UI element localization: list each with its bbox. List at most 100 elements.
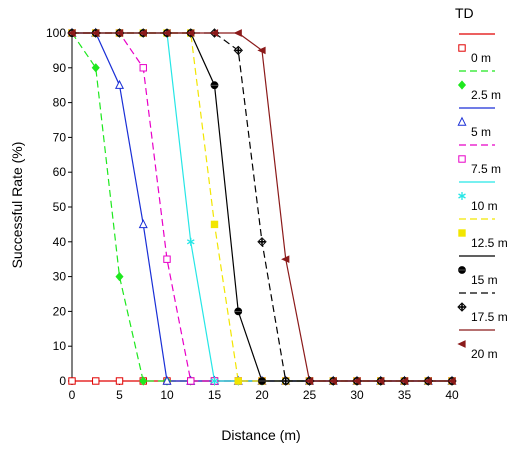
legend-label: 20 m xyxy=(471,347,498,361)
legend-label: 7.5 m xyxy=(471,162,501,176)
x-tick-label: 30 xyxy=(350,388,364,402)
y-tick-label: 0 xyxy=(59,374,66,388)
legend-label: 5 m xyxy=(471,125,491,139)
y-tick-label: 60 xyxy=(53,165,67,179)
asterisk-stroke xyxy=(458,193,466,199)
series-line-7-5-m xyxy=(72,32,452,382)
legend-item-12-5-m: 12.5 m xyxy=(458,218,508,250)
series-line-15-m xyxy=(72,32,452,382)
legend-item-7-5-m: 7.5 m xyxy=(458,144,501,176)
data-point-20-m xyxy=(67,29,76,37)
legend-swatch-marker xyxy=(457,340,466,348)
asterisk-stroke xyxy=(186,239,195,245)
legend-label: 12.5 m xyxy=(471,236,508,250)
data-point-10-m xyxy=(186,237,195,246)
data-point-15-m xyxy=(258,377,266,385)
y-tick-label: 30 xyxy=(53,270,67,284)
series-lines xyxy=(71,32,452,382)
y-tick-label: 80 xyxy=(53,96,67,110)
data-point-20-m xyxy=(423,377,432,385)
x-tick-label: 20 xyxy=(255,388,269,402)
legend-item-15-m: 15 m xyxy=(458,255,498,287)
data-point-20-m xyxy=(328,377,337,385)
x-tick-label: 5 xyxy=(116,388,123,402)
series-line-20-m xyxy=(72,32,452,382)
axes xyxy=(68,32,453,385)
legend-label: 2.5 m xyxy=(471,88,501,102)
legend-swatch-marker xyxy=(458,266,466,274)
x-tick-label: 15 xyxy=(208,388,222,402)
y-tick-label: 70 xyxy=(53,130,67,144)
series-line-5-m xyxy=(72,32,452,382)
data-point-20-m xyxy=(162,29,171,37)
data-point-2-5-m xyxy=(115,271,124,282)
legend: TD 0 m 2.5 m 5 m 7.5 m 10 m 12.5 m 15 m 17.5 m 2… xyxy=(455,5,508,361)
data-point-20-m xyxy=(352,377,361,385)
legend-label: 17.5 m xyxy=(471,310,508,324)
tick-labels: 0 10 20 30 40 50 60 70 80 90 100 0 5 10 15 20 25 30 35 40 xyxy=(46,26,459,402)
y-tick-label: 10 xyxy=(53,339,67,353)
data-point-2-5-m xyxy=(91,63,100,73)
series-markers xyxy=(67,27,457,386)
y-tick-label: 40 xyxy=(53,235,67,249)
series-line-10-m xyxy=(72,32,452,382)
legend-swatch-marker xyxy=(457,302,467,312)
data-point-20-m xyxy=(209,29,219,37)
data-point-0-m xyxy=(115,377,124,385)
data-point-5-m xyxy=(162,375,172,385)
series-line-12-5-m xyxy=(72,32,452,382)
data-point-20-m xyxy=(114,29,124,37)
data-point-0-m xyxy=(68,377,76,385)
legend-swatch-marker xyxy=(457,116,467,126)
data-point-7-5-m xyxy=(163,255,171,263)
x-axis-label: Distance (m) xyxy=(221,427,300,443)
legend-title: TD xyxy=(455,5,474,21)
legend-item-2-5-m: 2.5 m xyxy=(457,70,501,102)
legend-label: 10 m xyxy=(471,199,498,213)
legend-label: 15 m xyxy=(471,273,498,287)
legend-swatch-marker xyxy=(458,229,466,237)
y-tick-label: 20 xyxy=(53,304,67,318)
data-point-7-5-m xyxy=(187,377,195,385)
asterisk-stroke xyxy=(210,378,219,384)
x-tick-label: 35 xyxy=(398,388,412,402)
legend-item-20-m: 20 m xyxy=(457,329,498,361)
data-point-2-5-m xyxy=(139,376,148,386)
data-point-20-m xyxy=(376,377,385,385)
data-point-7-5-m xyxy=(139,64,147,72)
x-tick-label: 10 xyxy=(160,388,174,402)
y-tick-label: 90 xyxy=(53,61,67,75)
data-point-20-m xyxy=(447,377,456,385)
data-point-17-5-m xyxy=(257,237,267,247)
y-tick-label: 100 xyxy=(46,26,66,40)
series-line-17-5-m xyxy=(72,32,452,382)
data-point-15-m xyxy=(234,307,243,316)
x-tick-label: 0 xyxy=(69,388,76,402)
legend-swatch-marker xyxy=(458,155,466,163)
data-point-20-m xyxy=(304,377,314,385)
data-point-20-m xyxy=(257,46,266,55)
legend-swatch-marker xyxy=(457,80,467,90)
legend-item-5-m: 5 m xyxy=(457,107,495,139)
x-tick-label: 40 xyxy=(445,388,459,402)
data-point-20-m xyxy=(91,29,100,37)
data-point-20-m xyxy=(138,29,147,37)
data-point-20-m xyxy=(186,29,195,37)
x-tick-label: 25 xyxy=(303,388,317,402)
data-point-17-5-m xyxy=(281,376,291,386)
data-point-20-m xyxy=(233,29,242,37)
data-point-20-m xyxy=(281,255,290,264)
data-point-5-m xyxy=(138,219,148,229)
data-point-20-m xyxy=(399,377,409,385)
legend-item-10-m: 10 m xyxy=(458,181,498,213)
legend-item-17-5-m: 17.5 m xyxy=(457,292,508,324)
data-point-10-m xyxy=(210,377,219,385)
series-line-2-5-m xyxy=(71,32,452,382)
data-point-5-m xyxy=(114,79,125,89)
data-point-15-m xyxy=(210,81,219,90)
data-point-12-5-m xyxy=(234,377,242,385)
data-point-0-m xyxy=(92,377,100,385)
legend-item-0-m: 0 m xyxy=(458,33,495,65)
y-axis-label: Successful Rate (%) xyxy=(9,142,25,269)
legend-swatch-marker xyxy=(458,192,466,200)
